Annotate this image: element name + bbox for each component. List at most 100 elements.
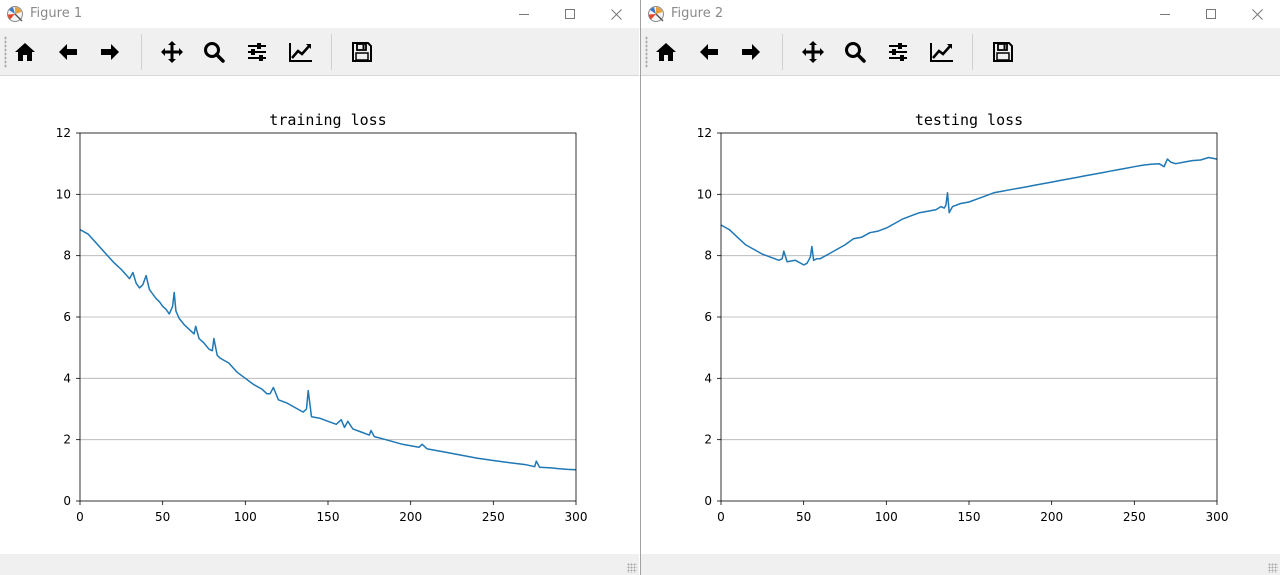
matplotlib-app-icon bbox=[647, 5, 665, 23]
zoom-icon bbox=[203, 41, 225, 63]
home-button[interactable] bbox=[9, 36, 41, 68]
x-tick-label: 300 bbox=[1206, 510, 1229, 524]
toolbar-separator bbox=[782, 34, 783, 70]
back-arrow-icon bbox=[698, 41, 720, 63]
series-line bbox=[79, 228, 577, 471]
zoom-button[interactable] bbox=[839, 36, 871, 68]
pan-icon bbox=[801, 40, 825, 64]
series-line bbox=[720, 156, 1218, 266]
title-bar[interactable]: Figure 1 bbox=[0, 0, 639, 28]
title-bar[interactable]: Figure 2 bbox=[641, 0, 1280, 28]
toolbar-separator bbox=[141, 34, 142, 70]
line-chart: 0 50 100 150 200 250 300 0 2 4 6 8 10 12 training loss bbox=[56, 111, 588, 524]
subplots-icon bbox=[887, 41, 909, 63]
navigation-toolbar bbox=[0, 28, 639, 76]
chart-title: training loss bbox=[269, 111, 386, 129]
x-tick-label: 50 bbox=[155, 510, 170, 524]
save-icon bbox=[351, 41, 373, 63]
forward-button[interactable] bbox=[735, 36, 767, 68]
save-button[interactable] bbox=[987, 36, 1019, 68]
minimize-icon bbox=[1160, 14, 1170, 15]
back-button[interactable] bbox=[693, 36, 725, 68]
y-tick-label: 4 bbox=[63, 371, 71, 385]
toolbar-separator bbox=[972, 34, 973, 70]
y-tick-label: 6 bbox=[63, 310, 71, 324]
status-bar bbox=[641, 554, 1280, 575]
forward-button[interactable] bbox=[94, 36, 126, 68]
line-chart: 0 50 100 150 200 250 300 0 2 4 6 8 10 12 testing loss bbox=[697, 111, 1229, 524]
close-icon bbox=[610, 8, 622, 20]
zoom-icon bbox=[844, 41, 866, 63]
y-tick-label: 12 bbox=[56, 126, 71, 140]
x-tick-label: 250 bbox=[1123, 510, 1146, 524]
figure-window-2: Figure 2 0 50 100 150 200 250 300 0 2 4 6 8 10 12 testi… bbox=[640, 0, 1280, 575]
resize-grip[interactable] bbox=[1268, 563, 1278, 573]
edit-axis-button[interactable] bbox=[285, 36, 317, 68]
home-icon bbox=[655, 41, 677, 63]
y-tick-label: 0 bbox=[704, 494, 712, 508]
save-button[interactable] bbox=[346, 36, 378, 68]
close-button[interactable] bbox=[593, 0, 639, 28]
pan-icon bbox=[160, 40, 184, 64]
home-icon bbox=[14, 41, 36, 63]
x-tick-label: 200 bbox=[1040, 510, 1063, 524]
pan-button[interactable] bbox=[156, 36, 188, 68]
x-tick-label: 0 bbox=[717, 510, 725, 524]
figure-canvas[interactable]: 0 50 100 150 200 250 300 0 2 4 6 8 10 12 testing loss bbox=[641, 76, 1280, 554]
toolbar-grip[interactable] bbox=[645, 36, 648, 68]
x-tick-label: 100 bbox=[875, 510, 898, 524]
zoom-button[interactable] bbox=[198, 36, 230, 68]
maximize-icon bbox=[1206, 9, 1216, 19]
close-button[interactable] bbox=[1234, 0, 1280, 28]
y-tick-label: 2 bbox=[704, 433, 712, 447]
back-arrow-icon bbox=[57, 41, 79, 63]
maximize-button[interactable] bbox=[1188, 0, 1234, 28]
y-tick-label: 12 bbox=[697, 126, 712, 140]
y-tick-label: 0 bbox=[63, 494, 71, 508]
configure-subplots-button[interactable] bbox=[241, 36, 273, 68]
minimize-icon bbox=[519, 14, 529, 15]
forward-arrow-icon bbox=[740, 41, 762, 63]
y-tick-label: 4 bbox=[704, 371, 712, 385]
pan-button[interactable] bbox=[797, 36, 829, 68]
y-tick-label: 8 bbox=[63, 249, 71, 263]
edit-curve-icon bbox=[288, 41, 314, 63]
navigation-toolbar bbox=[641, 28, 1280, 76]
maximize-icon bbox=[565, 9, 575, 19]
status-bar bbox=[0, 554, 639, 575]
edit-curve-icon bbox=[929, 41, 955, 63]
toolbar-separator bbox=[331, 34, 332, 70]
matplotlib-app-icon bbox=[6, 5, 24, 23]
window-title: Figure 1 bbox=[30, 6, 83, 21]
x-tick-label: 150 bbox=[317, 510, 340, 524]
figure-canvas[interactable]: 0 50 100 150 200 250 300 0 2 4 6 8 10 12 training loss bbox=[0, 76, 639, 554]
save-icon bbox=[992, 41, 1014, 63]
x-tick-label: 100 bbox=[234, 510, 257, 524]
x-tick-label: 250 bbox=[482, 510, 505, 524]
edit-axis-button[interactable] bbox=[926, 36, 958, 68]
close-icon bbox=[1251, 8, 1263, 20]
minimize-button[interactable] bbox=[1142, 0, 1188, 28]
back-button[interactable] bbox=[52, 36, 84, 68]
x-tick-label: 300 bbox=[565, 510, 588, 524]
configure-subplots-button[interactable] bbox=[882, 36, 914, 68]
x-tick-label: 150 bbox=[958, 510, 981, 524]
toolbar-grip[interactable] bbox=[4, 36, 7, 68]
y-tick-label: 8 bbox=[704, 249, 712, 263]
forward-arrow-icon bbox=[99, 41, 121, 63]
window-title: Figure 2 bbox=[671, 6, 724, 21]
subplots-icon bbox=[246, 41, 268, 63]
x-tick-label: 0 bbox=[76, 510, 84, 524]
home-button[interactable] bbox=[650, 36, 682, 68]
resize-grip[interactable] bbox=[627, 563, 637, 573]
figure-window-1: Figure 1 0 50 100 150 200 250 300 0 2 4 6 8 10 12 train… bbox=[0, 0, 639, 575]
y-tick-label: 10 bbox=[56, 187, 71, 201]
chart-title: testing loss bbox=[915, 111, 1023, 129]
minimize-button[interactable] bbox=[501, 0, 547, 28]
x-tick-label: 200 bbox=[399, 510, 422, 524]
y-tick-label: 10 bbox=[697, 187, 712, 201]
y-tick-label: 6 bbox=[704, 310, 712, 324]
x-tick-label: 50 bbox=[796, 510, 811, 524]
maximize-button[interactable] bbox=[547, 0, 593, 28]
y-tick-label: 2 bbox=[63, 433, 71, 447]
